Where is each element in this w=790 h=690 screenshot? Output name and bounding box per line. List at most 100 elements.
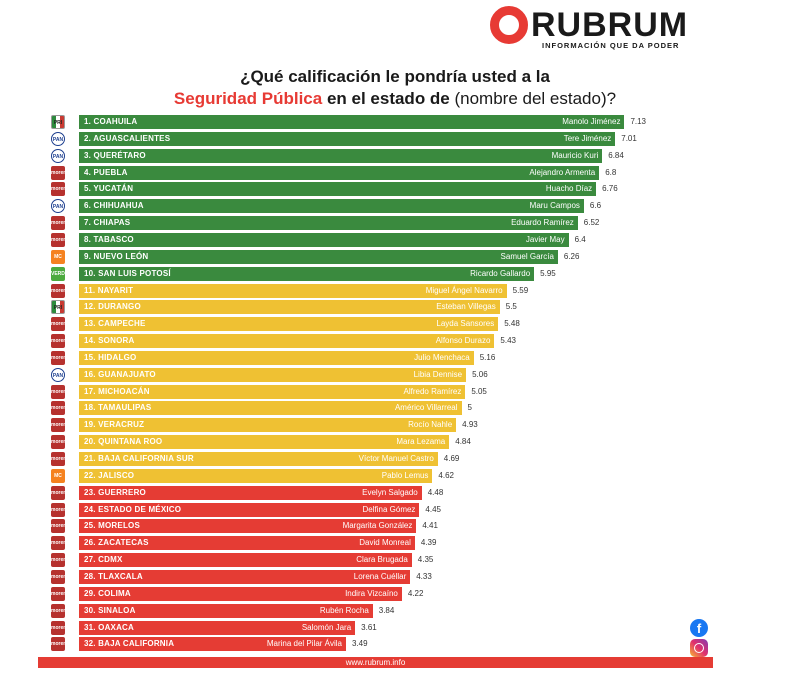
instagram-icon[interactable] [690,639,708,657]
governor-label: Esteban Villegas [436,302,496,312]
governor-label: Salomón Jara [301,622,352,632]
value-label: 4.35 [417,555,434,565]
bar-row: PRI 12. DURANGO Esteban Villegas 5.5 [0,299,790,316]
governor-label: Rocío Nahle [408,420,453,430]
governor-label: Américo Villarreal [394,403,458,413]
bar-row: VERDE 10. SAN LUIS POTOSÍ Ricardo Gallardo… [0,266,790,283]
party-pri-icon: PRI [51,115,65,129]
bar [79,115,625,129]
governor-label: Samuel García [500,251,554,261]
governor-label: Maru Campos [529,201,580,211]
state-label: 2. AGUASCALIENTES [84,133,171,143]
party-morena-icon: morena [51,283,65,298]
state-label: 13. CAMPECHE [84,319,146,329]
bar-row: morena 17. MICHOACÁN Alfredo Ramírez 5.05 [0,384,790,401]
bar-row: MC 22. JALISCO Pablo Lemus 4.62 [0,468,790,485]
party-morena-icon: morena [51,401,65,416]
value-label: 4.93 [462,420,478,430]
chart-title-bold-part: en el estado de [322,89,450,108]
value-label: 6.4 [574,234,586,244]
bar [79,266,535,281]
party-pri-icon: PRI [51,300,65,315]
value-label: 4.41 [422,521,438,531]
value-label: 3.49 [351,639,368,649]
facebook-icon[interactable]: f [690,619,708,637]
state-label: 17. MICHOACÁN [84,386,150,396]
state-label: 9. NUEVO LEÓN [84,251,149,261]
bar [79,131,616,146]
bar-row: MC 9. NUEVO LEÓN Samuel García 6.26 [0,249,790,266]
value-label: 5.59 [512,285,529,295]
bar-row: morena 28. TLAXCALA Lorena Cuéllar 4.33 [0,569,790,586]
value-label: 7.13 [630,117,647,126]
state-label: 27. CDMX [84,555,123,565]
bar-row: PAN 6. CHIHUAHUA Maru Campos 6.6 [0,198,790,215]
footer-url[interactable]: www.rubrum.info [345,658,406,667]
bar-row: morena 25. MORELOS Margarita González 4.41 [0,518,790,535]
state-label: 12. DURANGO [84,302,141,312]
bar [79,418,457,433]
bar-row: morena 8. TABASCO Javier May 6.4 [0,232,790,249]
value-label: 4.45 [425,504,441,514]
state-label: 4. PUEBLA [84,167,128,177]
chart-title-line1: ¿Qué calificación le pondría usted a la [240,67,550,86]
bar [79,148,603,163]
party-morena-icon: morena [51,232,65,247]
party-pan-icon: PAN [51,131,65,146]
party-morena-icon: morena [51,165,65,180]
bar-row: PAN 2. AGUASCALIENTES Tere Jiménez 7.01 [0,131,790,148]
state-label: 23. GUERRERO [84,487,146,497]
governor-label: Layda Sansores [436,319,495,329]
governor-label: Eduardo Ramírez [511,218,574,228]
governor-label: Margarita González [342,521,413,531]
governor-label: Tere Jiménez [563,133,612,143]
bar [79,182,597,197]
bar-row: morena 15. HIDALGO Julio Menchaca 5.16 [0,350,790,367]
bar [79,468,433,483]
bar-row: morena 11. NAYARIT Miguel Ángel Navarro 5.5… [0,283,790,300]
rubrum-logo-tagline: INFORMACIÓN QUE DA PODER [542,41,680,50]
value-label: 4.69 [443,454,460,463]
state-label: 28. TLAXCALA [84,571,143,581]
bar-row: morena 24. ESTADO DE MÉXICO Delfina Gómez 4… [0,502,790,519]
bar [79,350,474,365]
state-label: 16. GUANAJUATO [84,369,156,379]
party-morena-icon: morena [51,418,65,433]
bar [79,283,507,298]
party-morena-icon: morena [51,586,65,601]
bar-row: morena 26. ZACATECAS David Monreal 4.39 [0,535,790,552]
value-label: 4.22 [407,588,424,598]
party-morena-icon: morena [51,536,65,551]
governor-label: Libia Dennise [413,369,463,379]
value-label: 6.52 [583,218,600,228]
state-label: 32. BAJA CALIFORNIA [84,639,175,649]
bar [79,536,415,551]
party-morena-icon: morena [51,350,65,365]
value-label: 5.16 [479,352,496,362]
bar-row: PAN 16. GUANAJUATO Libia Dennise 5.06 [0,367,790,384]
party-morena-icon: morena [51,620,65,635]
bar [79,603,373,618]
party-morena-icon: morena [51,569,65,584]
party-mc-icon: MC [51,249,65,264]
value-label: 4.33 [416,571,432,581]
party-morena-icon: morena [51,452,65,466]
state-label: 19. VERACRUZ [84,420,145,430]
party-morena-icon: morena [51,502,65,517]
party-morena-icon: morena [51,519,65,534]
party-mc-icon: MC [51,468,65,483]
governor-label: Alejandro Armenta [529,167,596,177]
party-pan-icon: PAN [51,367,65,382]
state-label: 21. BAJA CALIFORNIA SUR [84,454,194,463]
value-label: 6.84 [608,150,624,160]
governor-label: Víctor Manuel Castro [358,454,434,463]
bar [79,502,420,517]
governor-label: Rubén Rocha [319,605,369,615]
state-label: 15. HIDALGO [84,352,137,362]
bar [79,334,495,349]
bar-row: morena 23. GUERRERO Evelyn Salgado 4.48 [0,485,790,502]
party-morena-icon: morena [51,603,65,618]
state-label: 30. SINALOA [84,605,136,615]
